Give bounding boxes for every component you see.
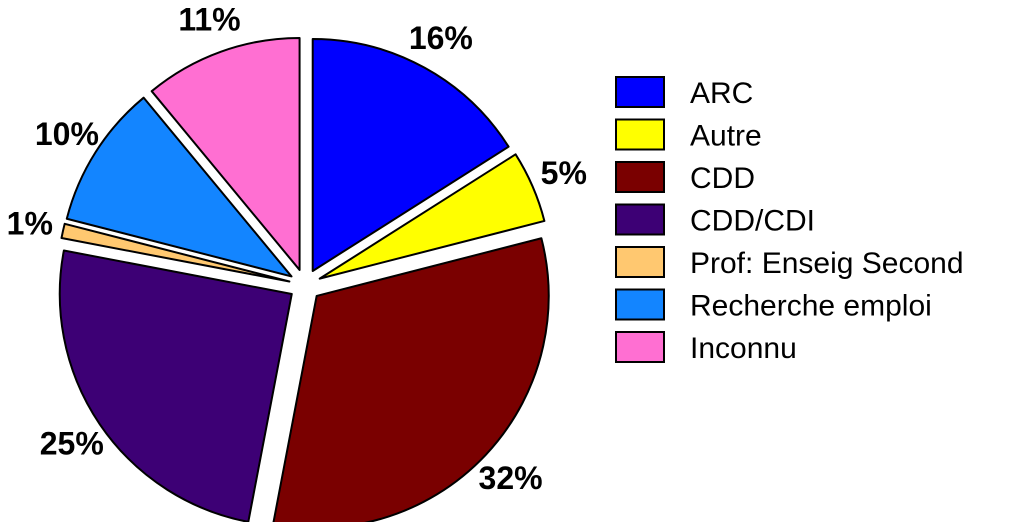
legend-swatch	[615, 246, 665, 278]
pie-slice-cdd-cdi	[58, 249, 293, 522]
slice-percent-label: 16%	[409, 20, 473, 56]
legend-label: Autre	[690, 120, 762, 153]
legend-label: CDD	[690, 162, 755, 195]
legend-swatch	[615, 203, 665, 236]
pie-slice-autre	[318, 153, 546, 280]
pie-slice-prof-enseig-second	[60, 222, 291, 283]
legend-label: Inconnu	[690, 332, 797, 365]
pie-slice-recherche-emploi	[65, 96, 293, 278]
slice-percent-label: 1%	[7, 205, 53, 241]
pie-slice-cdd	[272, 237, 550, 522]
legend-label: ARC	[690, 77, 753, 110]
slice-percent-label: 11%	[178, 2, 240, 38]
legend-swatch	[615, 331, 665, 363]
legend-swatch	[615, 161, 665, 193]
pie-labels: 16% 5% 32% 25% 1% 10% 11%	[7, 2, 587, 496]
legend-swatch	[615, 288, 665, 321]
legend-swatch	[615, 118, 665, 151]
legend-swatch	[615, 76, 665, 108]
slice-percent-label: 32%	[479, 460, 543, 496]
slice-percent-label: 10%	[35, 116, 99, 152]
slice-percent-label: 5%	[541, 155, 587, 191]
slice-percent-label: 25%	[40, 426, 104, 462]
pie-slices	[58, 36, 550, 522]
pie-slice-inconnu	[150, 36, 301, 271]
legend-label: CDD/CDI	[690, 205, 815, 238]
legend-label: Prof: Enseig Second	[690, 247, 964, 280]
legend-label: Recherche emploi	[690, 290, 932, 323]
legend: ARC Autre CDD CDD/CDI Prof: Enseig Second Rec…	[615, 76, 964, 365]
pie-slice-arc	[311, 37, 510, 272]
